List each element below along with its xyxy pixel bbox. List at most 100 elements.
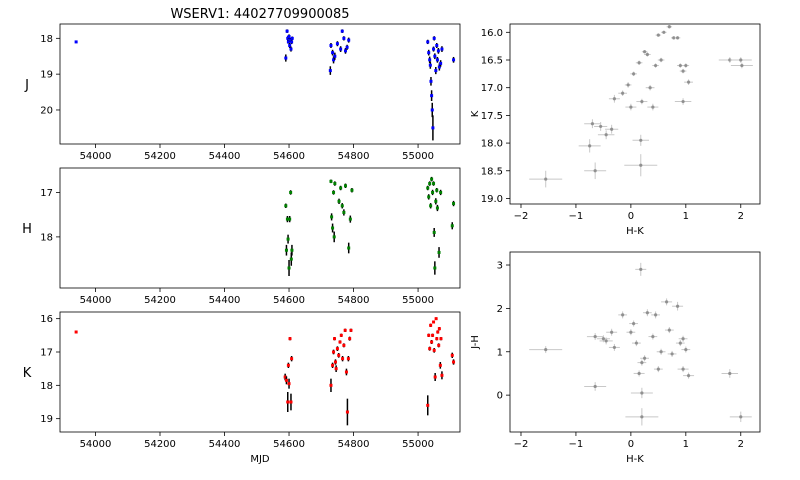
data-point [330, 213, 334, 221]
x-tick-label: 2 [738, 439, 744, 450]
point-marker [430, 108, 434, 112]
y-tick-label: 17.5 [481, 111, 503, 122]
point-marker [286, 363, 290, 367]
point-marker [629, 330, 633, 334]
data-point [426, 39, 430, 45]
point-marker [640, 99, 644, 104]
data-point [284, 54, 288, 62]
data-point [427, 49, 431, 56]
y-tick-label: 18 [40, 381, 53, 392]
point-marker [335, 42, 339, 46]
x-tick-label: 54400 [209, 151, 241, 162]
point-marker [332, 58, 336, 62]
data-point [652, 63, 659, 68]
point-marker [433, 266, 437, 270]
point-marker [339, 333, 343, 337]
data-point [335, 41, 339, 47]
point-marker [331, 363, 335, 367]
point-marker [286, 40, 290, 44]
point-marker [429, 323, 433, 327]
point-marker [599, 124, 603, 129]
data-point [594, 122, 608, 131]
x-tick-label: 54200 [144, 151, 176, 162]
data-point [729, 411, 752, 423]
point-marker [435, 206, 439, 210]
x-tick-label: 54400 [209, 439, 241, 450]
data-point [332, 190, 336, 195]
point-marker [432, 348, 436, 352]
data-point [618, 90, 628, 96]
point-marker [287, 35, 291, 39]
point-marker [345, 45, 349, 49]
data-point [667, 350, 677, 357]
point-marker [434, 199, 438, 203]
data-point [586, 333, 604, 341]
data-point [452, 56, 456, 63]
point-marker [340, 29, 344, 33]
point-marker [430, 94, 434, 98]
data-point [329, 179, 333, 184]
point-marker [643, 50, 647, 54]
y-tick-label: 19.0 [481, 194, 503, 205]
data-point [674, 36, 681, 40]
data-point [334, 365, 338, 372]
point-marker [290, 40, 294, 44]
point-marker [290, 36, 294, 40]
y-tick-label: 18.5 [481, 166, 503, 177]
point-marker [662, 30, 666, 34]
data-point [333, 337, 337, 341]
point-marker [289, 257, 293, 261]
data-point [440, 371, 444, 380]
point-marker [654, 63, 658, 68]
data-point [287, 378, 291, 389]
y-tick-label: 19 [40, 414, 53, 425]
point-marker [427, 195, 431, 199]
data-point [433, 261, 437, 275]
point-marker [667, 328, 671, 332]
y-axis-label: K [23, 366, 32, 381]
data-point [432, 46, 436, 52]
point-marker [349, 328, 353, 332]
x-tick-label: 54600 [273, 439, 305, 450]
y-tick-label: 1 [497, 347, 503, 358]
data-point [439, 60, 443, 67]
point-marker [437, 65, 441, 69]
colour-magnitude-panel: −2 −1 0 1 2 16.0 16.5 17.0 17.5 18.0 18.5 19.0 H-K K [470, 23, 761, 237]
data-point [636, 98, 648, 105]
data-point [729, 57, 752, 63]
data-point [287, 260, 291, 276]
y-axis-label: K [470, 110, 481, 117]
point-marker [289, 190, 293, 194]
point-marker [610, 127, 614, 131]
x-tick-label: −2 [514, 211, 529, 222]
point-marker [427, 333, 431, 337]
data-point [329, 42, 333, 48]
data-point [435, 204, 439, 212]
data-point [721, 369, 739, 378]
point-marker [637, 371, 641, 376]
point-marker [329, 179, 333, 183]
data-point [682, 63, 690, 68]
data-point [289, 190, 293, 195]
x-tick-label: 54000 [80, 439, 112, 450]
axes-frame [59, 311, 461, 433]
data-point [348, 336, 352, 341]
data-point [656, 348, 666, 355]
point-marker [452, 202, 456, 206]
data-point [624, 154, 658, 177]
data-point [345, 44, 349, 50]
point-marker [629, 105, 633, 109]
point-marker [433, 54, 437, 58]
point-marker [283, 375, 287, 379]
point-marker [612, 345, 616, 350]
y-tick-label: 0 [497, 391, 503, 402]
point-marker [659, 58, 663, 62]
point-marker [590, 122, 595, 126]
point-marker [434, 317, 438, 321]
x-tick-label: 54600 [273, 295, 305, 306]
point-marker [452, 360, 456, 364]
light-curve-J-panel: 54000 54200 54400 54600 54800 55000 18 19 20 J [24, 23, 461, 162]
point-marker [429, 204, 433, 208]
